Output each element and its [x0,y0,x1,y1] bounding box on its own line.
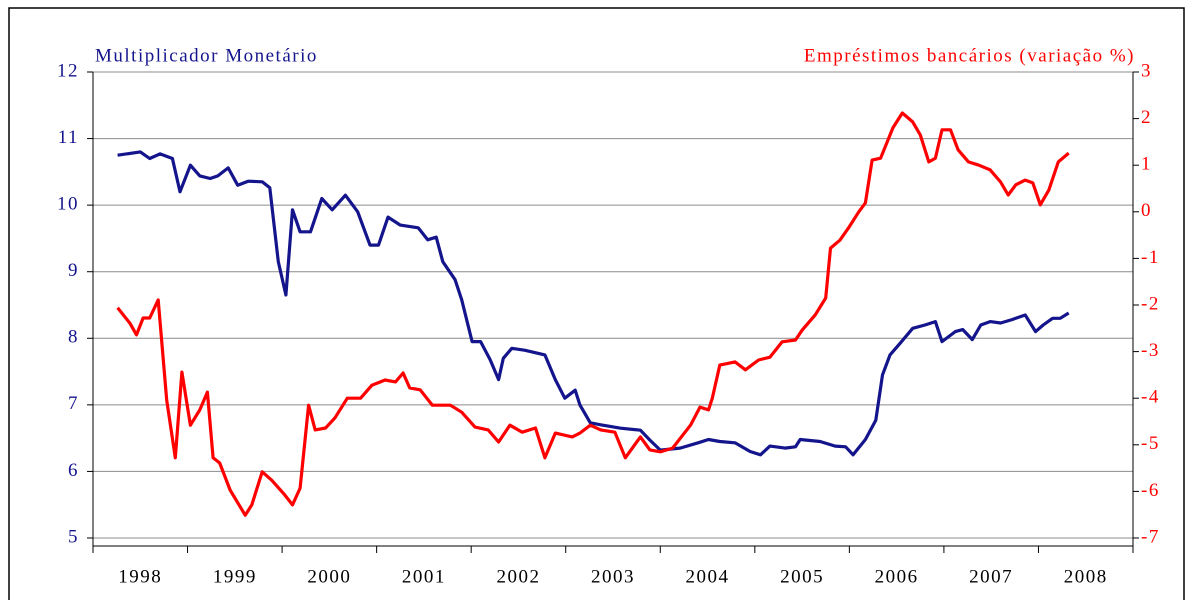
y-tick-label: 11 [58,127,79,148]
y2-tick-label: 2 [1141,107,1152,128]
x-tick-label: 1998 [118,566,162,587]
y-tick-label: 12 [57,60,79,81]
y-tick-label: 9 [68,260,79,281]
y2-tick-label: 0 [1141,200,1152,221]
y2-tick-label: 1 [1141,154,1152,175]
y2-tick-label: -4 [1141,387,1160,408]
x-tick-label: 1999 [213,566,257,587]
x-tick-label: 2005 [780,566,824,587]
series-line [117,150,1070,457]
y-tick-label: 6 [68,460,79,481]
y-axis-title: Multiplicador Monetário [95,45,318,66]
x-tick-label: 2002 [496,566,540,587]
y2-tick-label: -6 [1141,480,1160,501]
y2-tick-label: -5 [1141,433,1160,454]
x-tick-label: 2008 [1064,566,1108,587]
x-tick-label: 2007 [969,566,1013,587]
x-tick-label: 2004 [686,566,730,587]
y-tick-label: 10 [57,194,79,215]
series-line [116,111,1070,517]
y-tick-label: 8 [68,327,79,348]
y2-tick-label: -7 [1141,526,1160,547]
y2-tick-label: -3 [1141,340,1160,361]
y2-tick-label: 3 [1141,60,1152,81]
y2-tick-label: -1 [1141,247,1160,268]
x-tick-label: 2003 [591,566,635,587]
y-tick-label: 5 [68,526,79,547]
y2-axis-title: Empréstimos bancários (variação %) [804,45,1135,66]
x-tick-label: 2006 [875,566,919,587]
x-tick-label: 2001 [402,566,446,587]
y-tick-label: 7 [68,393,79,414]
y2-tick-label: -2 [1141,293,1160,314]
x-tick-label: 2000 [307,566,351,587]
chart-frame [8,7,1185,600]
